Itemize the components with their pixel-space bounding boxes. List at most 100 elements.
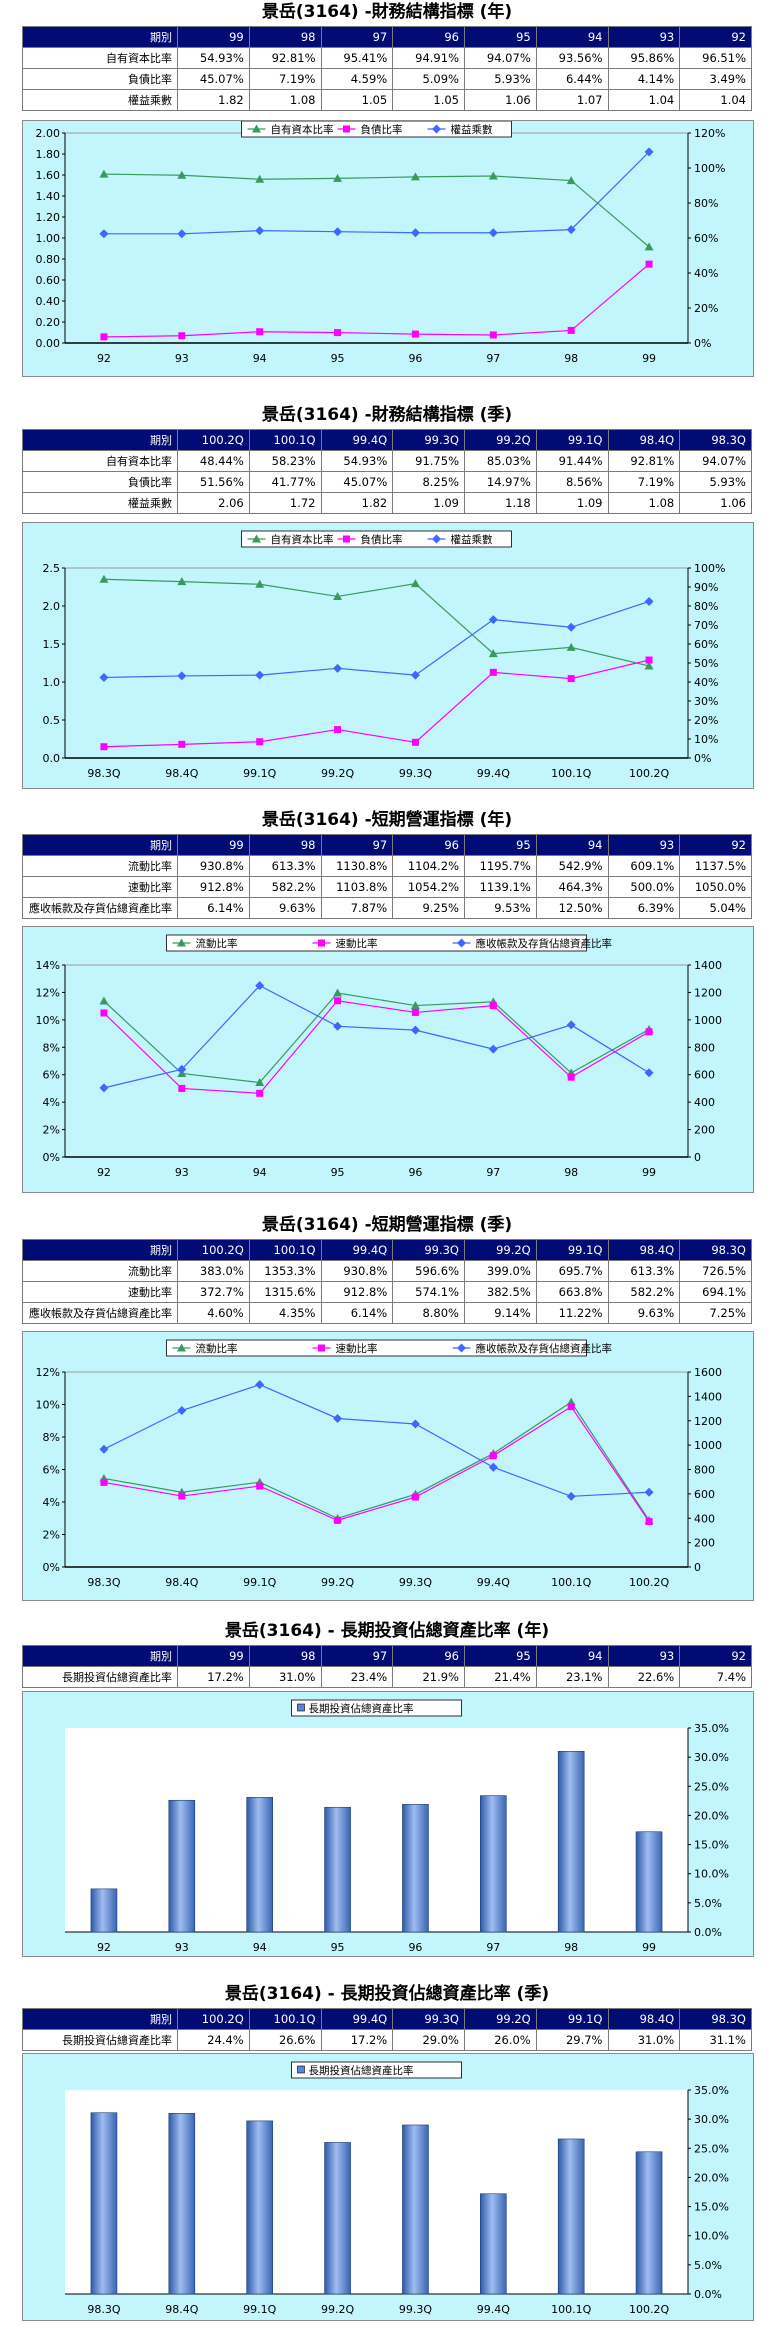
- x-tick-label: 99.4Q: [477, 2303, 510, 2316]
- x-tick-label: 92: [97, 1166, 111, 1179]
- legend-marker: [432, 534, 441, 544]
- table-row: 應收帳款及存貨佔總資產比率 4.60% 4.35% 6.14% 8.80% 9.14% 11…: [22, 1302, 752, 1324]
- y-right-tick-label: 15.0%: [694, 2201, 729, 2214]
- table-cell: 4.35%: [248, 1302, 322, 1324]
- y-left-tick-label: 0.00: [36, 337, 61, 350]
- x-tick-label: 99.3Q: [399, 2303, 432, 2316]
- data-point: [178, 1492, 186, 1500]
- table-cell: 26.6%: [248, 2029, 322, 2051]
- y-right-tick-label: 30%: [694, 695, 718, 708]
- table-header-row: 期別 99 98 97 96 95 94 93 92: [22, 1645, 752, 1667]
- chart-legend: 流動比率 速動比率 應收帳款及存貨佔總資產比率: [166, 934, 612, 952]
- legend-marker: [177, 1343, 186, 1352]
- table-cell: 1.18: [464, 492, 537, 514]
- series-line: [103, 1000, 650, 1094]
- table-row: 權益乘數 1.82 1.08 1.05 1.05 1.06 1.07 1.04 1.04: [22, 89, 752, 111]
- table-cell: 9.14%: [464, 1302, 537, 1324]
- data-table: 期別 100.2Q 100.1Q 99.4Q 99.3Q 99.2Q 99.1Q 98.4Q 9…: [22, 429, 752, 514]
- period-header: 97: [320, 26, 394, 48]
- period-header: 99.2Q: [464, 429, 537, 451]
- table-cell: 1.05: [320, 89, 394, 111]
- legend-label: 應收帳款及存貨佔總資產比率: [476, 1342, 613, 1355]
- table-cell: 930.8%: [320, 1260, 394, 1282]
- data-point: [410, 228, 420, 238]
- y-right-tick-label: 35.0%: [694, 2084, 729, 2097]
- bar: [90, 1888, 118, 1933]
- table-cell: 1139.1%: [464, 876, 537, 898]
- data-point: [488, 649, 498, 658]
- period-header: 100.2Q: [177, 2008, 250, 2030]
- data-table: 期別 99 98 97 96 95 94 93 92 流動比率 930.8% 613.3% 1130.8…: [22, 834, 752, 919]
- data-point: [411, 330, 419, 338]
- data-point: [100, 1009, 108, 1017]
- y-right-tick-label: 0%: [694, 337, 711, 350]
- y-right-tick-label: 20.0%: [694, 2171, 729, 2184]
- x-tick-label: 100.2Q: [629, 2303, 669, 2316]
- y-left-tick-label: 0.80: [36, 253, 61, 266]
- table-cell: 500.0%: [607, 876, 681, 898]
- chart-legend: 自有資本比率 負債比率 權益乘數: [241, 121, 512, 138]
- y-right-tick-label: 40%: [694, 267, 718, 280]
- data-point: [333, 1413, 343, 1423]
- x-tick-label: 99: [642, 1166, 656, 1179]
- table-cell: 6.14%: [320, 1302, 394, 1324]
- chart-area: 0.0% 5.0% 10.0% 15.0% 20.0% 25.0% 30.0% 35.0% 92…: [22, 1691, 754, 1957]
- table-cell: 6.44%: [535, 68, 609, 90]
- section-title: 景岳(3164) -財務結構指標 (季): [261, 405, 513, 425]
- table-cell: 1.05: [392, 89, 465, 111]
- y-right-tick-label: 70%: [694, 619, 718, 632]
- data-point: [645, 260, 653, 268]
- table-row: 負債比率 45.07% 7.19% 4.59% 5.09% 5.93% 6.44% 4.14%…: [22, 68, 752, 90]
- table-cell: 1.09: [535, 492, 609, 514]
- period-header: 100.1Q: [248, 2008, 322, 2030]
- table-cell: 92.81%: [248, 47, 322, 69]
- table-cell: 382.5%: [464, 1281, 537, 1303]
- period-header: 100.2Q: [177, 429, 250, 451]
- bar: [635, 2151, 663, 2295]
- x-tick-label: 99.3Q: [399, 767, 432, 780]
- x-tick-label: 92: [97, 352, 111, 365]
- period-header: 100.1Q: [248, 1239, 322, 1261]
- legend-marker: [252, 124, 261, 133]
- data-point: [178, 332, 186, 340]
- data-point: [566, 225, 576, 235]
- table-cell: 24.4%: [177, 2029, 250, 2051]
- table-cell: 51.56%: [177, 471, 250, 493]
- y-left-tick-label: 14%: [36, 959, 60, 972]
- data-point: [99, 1444, 109, 1454]
- chart-area: 0.00 0.20 0.40 0.60 0.80 1.00 1.20 1.40 1.60 1.80…: [22, 120, 754, 377]
- data-table: 期別 99 98 97 96 95 94 93 92 自有資本比率 54.93% 92.81% 95.4…: [22, 26, 752, 111]
- y-left-tick-label: 1.00: [36, 232, 61, 245]
- table-cell: 574.1%: [392, 1281, 465, 1303]
- table-row: 流動比率 930.8% 613.3% 1130.8% 1104.2% 1195.7% 542…: [22, 855, 752, 877]
- y-right-tick-label: 600: [694, 1069, 715, 1082]
- row-label: 權益乘數: [22, 89, 178, 111]
- table-row: 速動比率 372.7% 1315.6% 912.8% 574.1% 382.5% 663.8…: [22, 1281, 752, 1303]
- table-cell: 9.63%: [248, 897, 322, 919]
- table-cell: 464.3%: [535, 876, 609, 898]
- x-tick-label: 95: [331, 1166, 345, 1179]
- series-line: [103, 1384, 650, 1497]
- x-tick-label: 92: [97, 1941, 111, 1954]
- x-tick-label: 98.3Q: [87, 767, 120, 780]
- table-cell: 31.1%: [679, 2029, 752, 2051]
- data-point: [411, 738, 419, 746]
- legend-swatch: [297, 1703, 305, 1712]
- y-right-tick-label: 25.0%: [694, 1780, 729, 1793]
- y-right-tick-label: 600: [694, 1488, 715, 1501]
- y-left-tick-label: 0%: [43, 1561, 60, 1574]
- row-label: 應收帳款及存貨佔總資產比率: [22, 897, 178, 919]
- table-cell: 613.3%: [248, 855, 322, 877]
- bar: [168, 1799, 196, 1933]
- table-cell: 11.22%: [535, 1302, 609, 1324]
- table-cell: 85.03%: [464, 450, 537, 472]
- row-label: 流動比率: [22, 855, 178, 877]
- legend-marker: [343, 125, 350, 133]
- data-point: [334, 997, 342, 1005]
- y-right-tick-label: 80%: [694, 600, 718, 613]
- y-left-tick-label: 4%: [43, 1096, 60, 1109]
- data-point: [645, 1028, 653, 1036]
- data-point: [489, 1002, 497, 1010]
- table-cell: 91.75%: [392, 450, 465, 472]
- x-tick-label: 100.1Q: [551, 1576, 591, 1589]
